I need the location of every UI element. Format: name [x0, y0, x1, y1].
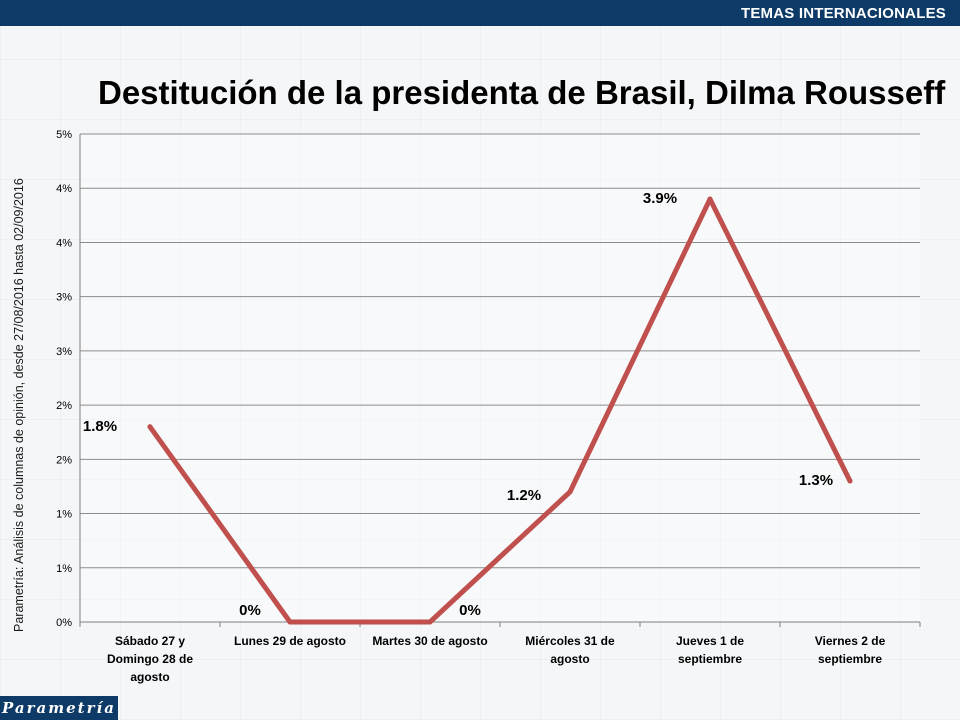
data-point	[287, 619, 293, 625]
data-point	[847, 478, 853, 484]
y-tick-label: 5%	[56, 129, 72, 141]
data-label: 1.8%	[83, 418, 117, 435]
data-point	[427, 619, 433, 625]
data-label: 1.2%	[507, 487, 541, 504]
series-line	[147, 196, 853, 625]
parametria-logo: Parametría	[0, 696, 118, 720]
x-tick-label: Viernes 2 de septiembre	[815, 634, 886, 666]
plot-area	[80, 134, 920, 622]
data-label: 0%	[239, 602, 261, 619]
section-tag: TEMAS INTERNACIONALES	[714, 2, 954, 26]
chart-title: Destitución de la presidenta de Brasil, …	[98, 74, 946, 111]
data-point	[707, 196, 713, 202]
data-point	[147, 424, 153, 430]
x-tick-label: Martes 30 de agosto	[372, 634, 487, 648]
data-label: 0%	[459, 602, 481, 619]
x-tick-label: Sábado 27 y Domingo 28 de agosto	[107, 634, 193, 684]
data-label: 3.9%	[643, 190, 677, 207]
y-tick-label: 3%	[56, 292, 72, 304]
data-label: 1.3%	[799, 472, 833, 489]
y-tick-label: 4%	[56, 237, 72, 249]
y-tick-label: 3%	[56, 346, 72, 358]
y-tick-label: 2%	[56, 400, 72, 412]
y-tick-label: 1%	[56, 509, 72, 521]
y-tick-label: 1%	[56, 563, 72, 575]
x-tick-label: Miércoles 31 de agosto	[525, 634, 615, 666]
y-tick-label: 4%	[56, 183, 72, 195]
data-point	[567, 489, 573, 495]
x-tick-label: Jueves 1 de septiembre	[676, 634, 744, 666]
y-tick-label: 2%	[56, 454, 72, 466]
x-tick-label: Lunes 29 de agosto	[234, 634, 346, 648]
y-tick-label: 0%	[56, 617, 72, 629]
